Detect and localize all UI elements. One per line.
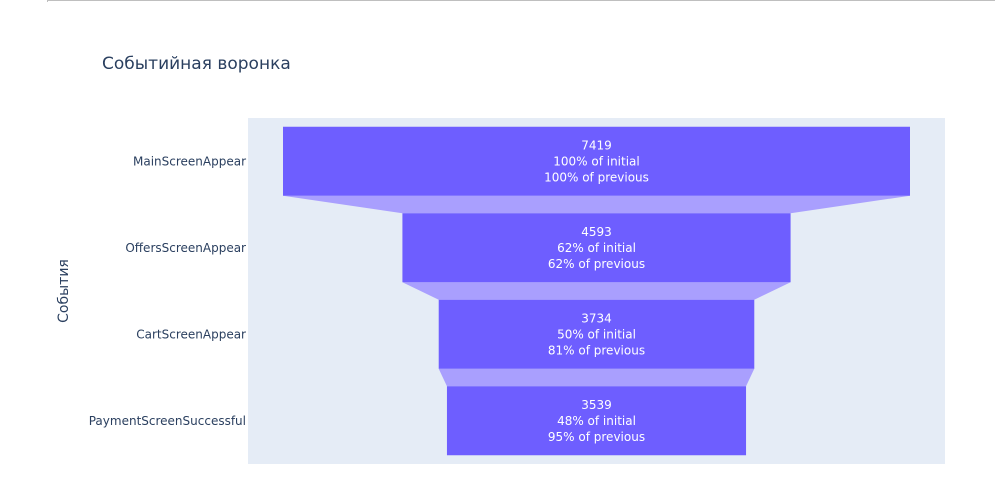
bar-value-label: 3734 bbox=[581, 311, 612, 325]
funnel-connector bbox=[438, 368, 755, 387]
bar-pct-previous-label: 81% of previous bbox=[548, 343, 645, 357]
bar-value-label: 7419 bbox=[581, 138, 612, 152]
funnel-bar[interactable] bbox=[402, 213, 791, 283]
bar-value-label: 4593 bbox=[581, 225, 612, 239]
funnel-bar[interactable] bbox=[446, 386, 747, 456]
y-axis-label: События bbox=[56, 259, 72, 323]
funnel-connector bbox=[283, 195, 910, 214]
y-tick-label: CartScreenAppear bbox=[136, 327, 246, 341]
bar-pct-previous-label: 95% of previous bbox=[548, 430, 645, 444]
bar-pct-initial-label: 100% of initial bbox=[553, 154, 640, 168]
bar-value-label: 3539 bbox=[581, 398, 612, 412]
funnel-bar[interactable] bbox=[283, 126, 910, 196]
top-border bbox=[47, 0, 995, 2]
bar-pct-initial-label: 48% of initial bbox=[557, 414, 636, 428]
bar-pct-initial-label: 62% of initial bbox=[557, 241, 636, 255]
left-border-tick bbox=[47, 0, 48, 2]
bar-pct-previous-label: 100% of previous bbox=[544, 170, 649, 184]
y-tick-label: MainScreenAppear bbox=[133, 154, 246, 168]
funnel-bar[interactable] bbox=[438, 299, 755, 369]
chart-title: Событийная воронка bbox=[102, 54, 291, 74]
y-tick-label: PaymentScreenSuccessful bbox=[89, 414, 246, 428]
bar-pct-initial-label: 50% of initial bbox=[557, 327, 636, 341]
y-tick-label: OffersScreenAppear bbox=[125, 241, 246, 255]
funnel-connector bbox=[402, 282, 791, 300]
bar-pct-previous-label: 62% of previous bbox=[548, 257, 645, 271]
